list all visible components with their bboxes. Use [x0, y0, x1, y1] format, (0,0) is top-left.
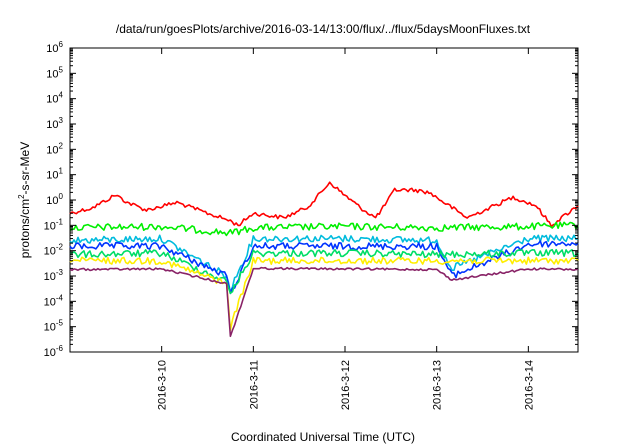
- plot-area: [69, 47, 579, 353]
- y-tick-base: 10: [44, 271, 56, 283]
- series-line: [69, 266, 579, 338]
- series-group: [69, 181, 579, 338]
- y-tick-exponent: -4: [56, 293, 64, 302]
- y-tick-label: 10-6: [44, 344, 64, 359]
- y-tick-label: 10-5: [44, 319, 64, 334]
- y-tick-base: 10: [46, 68, 58, 80]
- y-axis-title-pre: protons/cm: [18, 199, 32, 258]
- y-tick-base: 10: [46, 144, 58, 156]
- y-tick-base: 10: [44, 220, 56, 232]
- y-tick-label: 103: [46, 116, 63, 131]
- y-tick-label: 10-3: [44, 268, 64, 283]
- y-tick-base: 10: [44, 347, 56, 359]
- y-tick-label: 104: [46, 91, 63, 106]
- y-axis-title-sup: 2: [17, 194, 26, 199]
- x-tick-label: 2016-3-14: [523, 360, 535, 410]
- y-tick-label: 10-1: [44, 217, 64, 232]
- y-axis-title-post: -s-sr-MeV: [18, 142, 32, 195]
- y-tick-exponent: -2: [56, 243, 64, 252]
- y-tick-base: 10: [46, 94, 58, 106]
- y-tick-label: 101: [46, 167, 63, 182]
- y-tick-base: 10: [46, 119, 58, 131]
- x-tick-label: 2016-3-13: [432, 360, 444, 410]
- x-tick-label: 2016-3-12: [340, 360, 352, 410]
- y-tick-exponent: 1: [59, 167, 64, 176]
- y-axis-title: protons/cm2-s-sr-MeV: [17, 142, 32, 258]
- y-tick-exponent: 0: [59, 192, 64, 201]
- y-tick-label: 106: [46, 40, 63, 55]
- axes: 10610510410310210110010-110-210-310-410-…: [44, 40, 578, 410]
- series-line: [69, 221, 579, 237]
- x-tick-label: 2016-3-10: [157, 360, 169, 410]
- y-tick-exponent: -6: [56, 344, 64, 353]
- y-tick-base: 10: [44, 296, 56, 308]
- y-tick-exponent: 5: [59, 65, 64, 74]
- series-line: [69, 234, 579, 293]
- plot-frame: [69, 47, 579, 353]
- series-line: [69, 248, 579, 295]
- chart-title: /data/run/goesPlots/archive/2016-03-14/1…: [116, 22, 531, 36]
- y-tick-label: 10-4: [44, 293, 64, 308]
- y-tick-base: 10: [44, 246, 56, 258]
- y-tick-label: 100: [46, 192, 63, 207]
- y-tick-exponent: 6: [59, 40, 64, 49]
- y-tick-exponent: 3: [59, 116, 64, 125]
- y-tick-exponent: -3: [56, 268, 64, 277]
- y-tick-exponent: -5: [56, 319, 64, 328]
- x-tick-label: 2016-3-11: [248, 360, 260, 409]
- y-tick-base: 10: [46, 170, 58, 182]
- y-tick-label: 10-2: [44, 243, 64, 258]
- series-line: [69, 256, 579, 331]
- series-line: [69, 181, 579, 228]
- y-tick-label: 102: [46, 141, 63, 156]
- y-tick-base: 10: [46, 43, 58, 55]
- x-axis-title: Coordinated Universal Time (UTC): [231, 430, 415, 444]
- y-tick-label: 105: [46, 65, 63, 80]
- y-tick-base: 10: [46, 195, 58, 207]
- y-tick-exponent: -1: [56, 217, 64, 226]
- y-tick-exponent: 4: [59, 91, 64, 100]
- y-tick-exponent: 2: [59, 141, 64, 150]
- y-tick-base: 10: [44, 322, 56, 334]
